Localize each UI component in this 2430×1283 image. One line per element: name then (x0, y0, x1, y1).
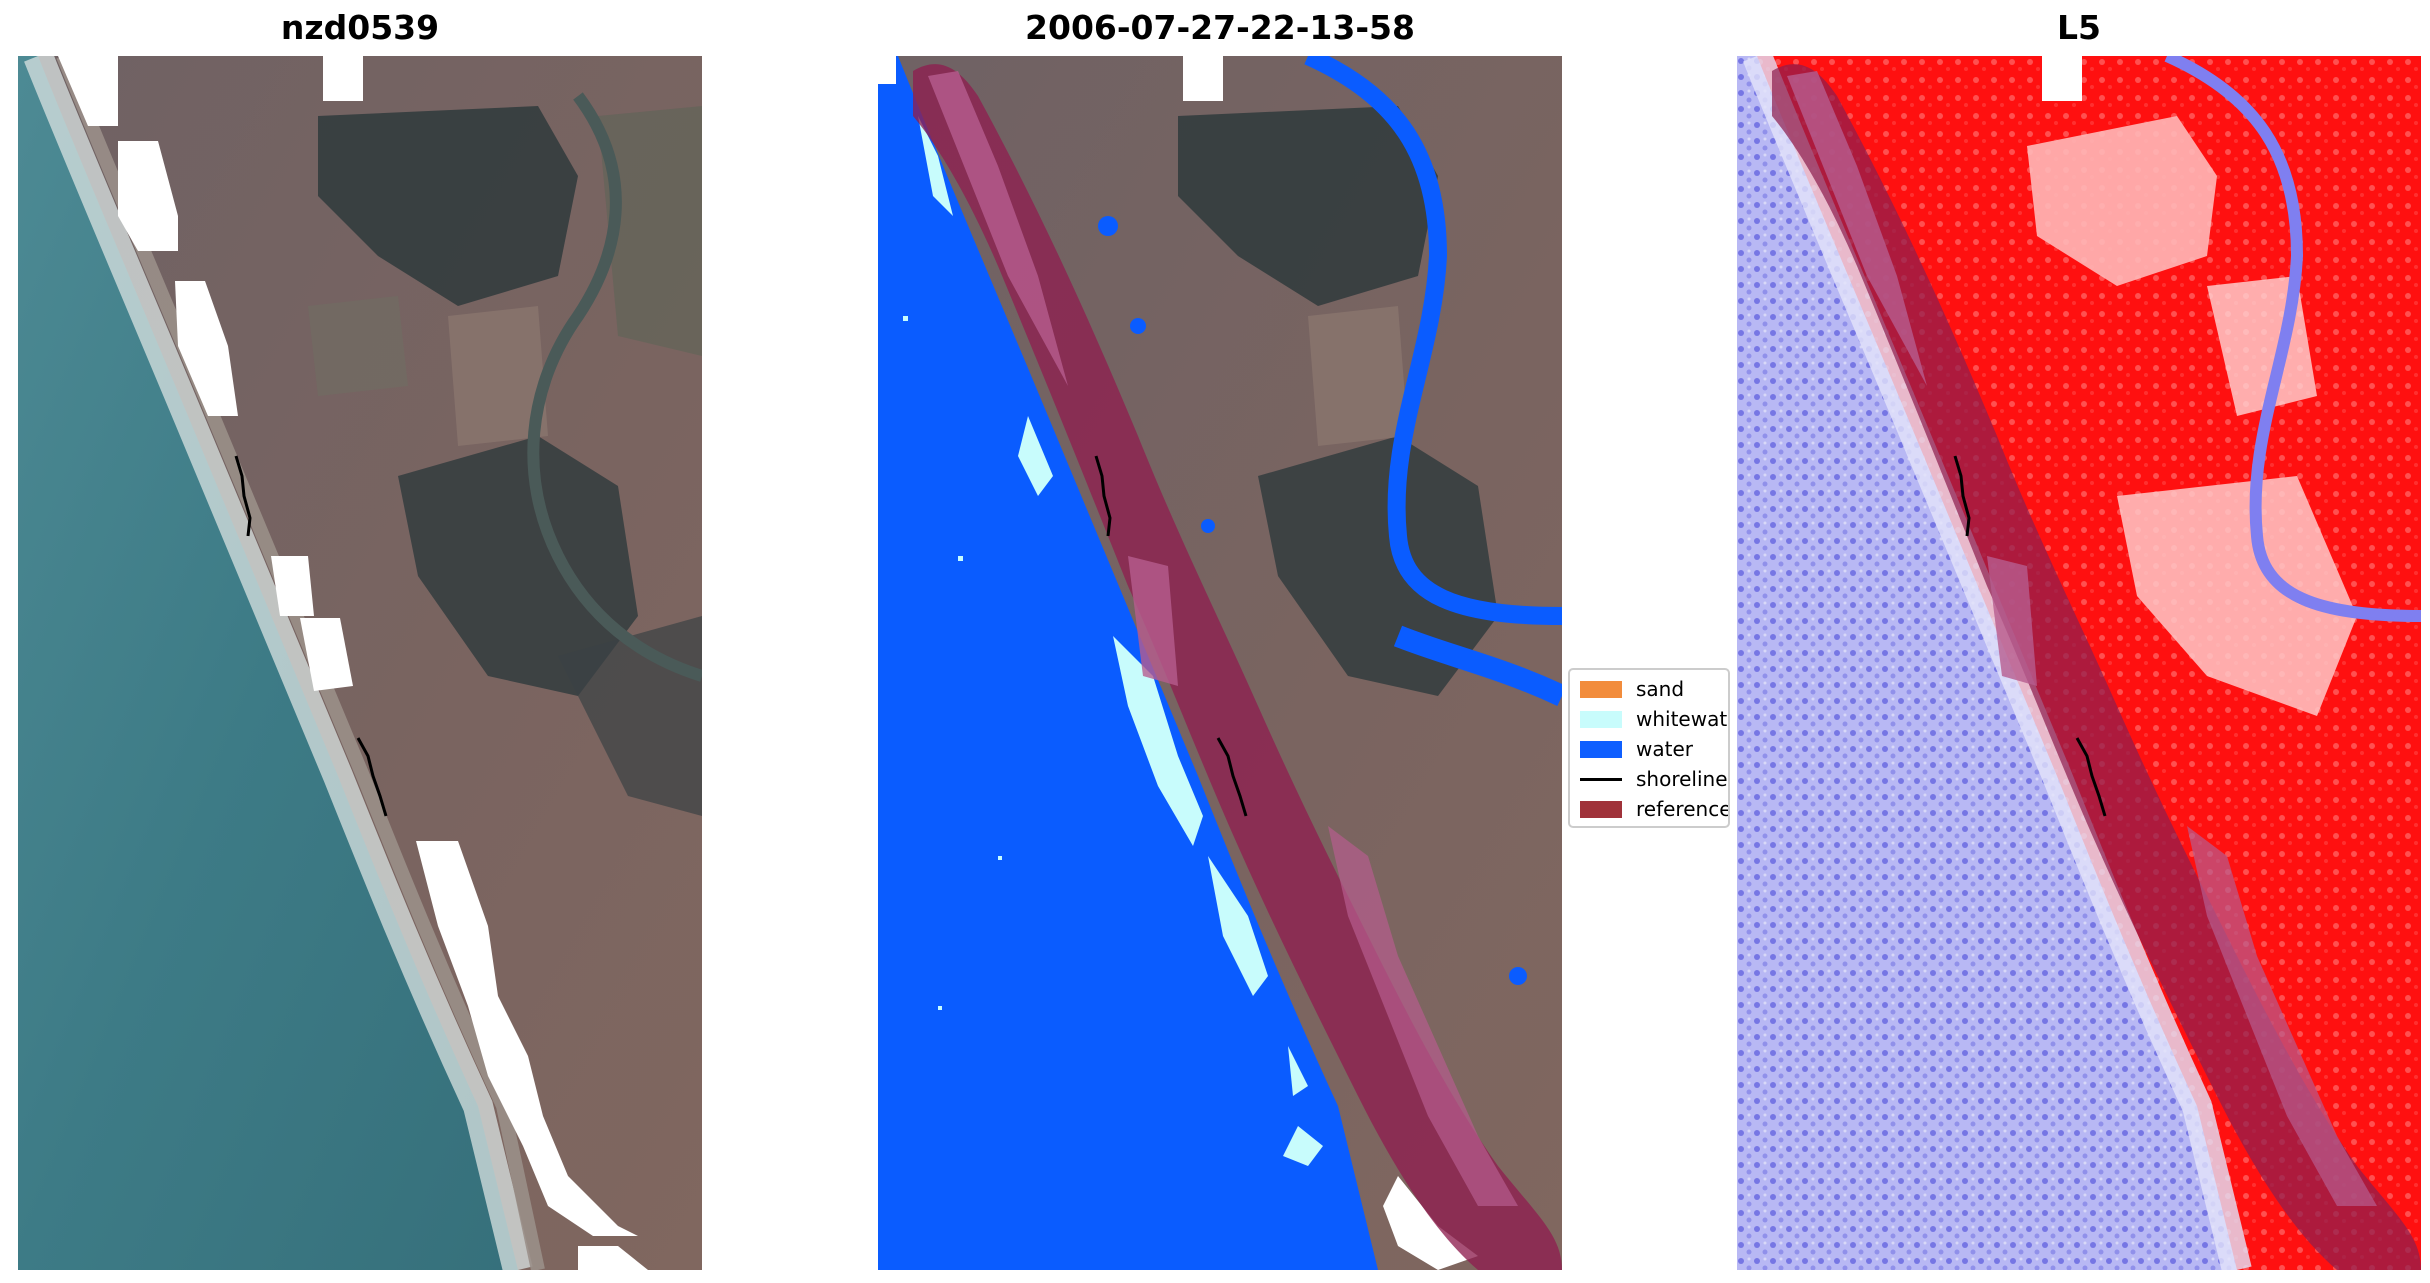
legend-label-water: water (1636, 737, 1693, 761)
land-index-pale (2027, 116, 2217, 286)
whitewater-class (998, 856, 1002, 860)
reference-buffer (913, 64, 1562, 1270)
shoreline-segment (234, 455, 252, 537)
river (527, 92, 702, 682)
whitewater-class (1288, 1046, 1308, 1096)
legend: sand whitewater water shoreline referenc… (1568, 668, 1730, 828)
whitewater-class (918, 116, 953, 216)
field-patch (598, 106, 702, 356)
cloud-mask (323, 56, 363, 101)
cloud-mask (271, 556, 314, 616)
whitewater-class (1018, 416, 1053, 496)
legend-label-reference-buffer: reference shoreline buffer (1636, 797, 1730, 821)
cloud-mask (58, 56, 118, 126)
forest-patch (318, 106, 578, 306)
land-index-pale (2117, 476, 2357, 716)
whitewater-class (1113, 636, 1203, 846)
legend-item-whitewater: whitewater (1580, 706, 1728, 732)
legend-swatch-reference-buffer (1580, 800, 1622, 818)
reference-buffer-highlight (1328, 826, 1518, 1206)
legend-swatch-whitewater (1580, 710, 1622, 728)
whitewater-class (958, 556, 963, 561)
legend-item-water: water (1580, 736, 1728, 762)
legend-item-reference-buffer: reference shoreline buffer (1580, 796, 1730, 822)
forest-patch (1178, 106, 1438, 306)
water-class-pond (1130, 318, 1146, 334)
cloud-mask (416, 841, 638, 1236)
whitewater-class (938, 1006, 942, 1010)
whitewater-class (1208, 856, 1268, 996)
forest-patch (398, 436, 638, 696)
cloud-mask (1183, 56, 1223, 101)
water-class-river (1393, 625, 1562, 706)
cloud-mask (578, 1246, 648, 1270)
reference-buffer-highlight (2187, 826, 2377, 1206)
river-index-negative (2164, 56, 2421, 622)
legend-item-shoreline: shoreline (1580, 766, 1728, 792)
legend-label-whitewater: whitewater (1636, 707, 1728, 731)
field-patch (1308, 306, 1408, 446)
legend-swatch-sand (1580, 680, 1622, 698)
surf-zone (24, 56, 533, 1270)
panel-title-classification: 2006-07-27-22-13-58 (1025, 8, 1415, 47)
whitewater-class (903, 316, 908, 321)
cloud-mask (2042, 56, 2082, 101)
shoreline-segment (356, 737, 388, 817)
ocean (18, 56, 518, 1270)
legend-label-sand: sand (1636, 677, 1685, 701)
legend-item-sand: sand (1580, 676, 1728, 702)
cloud-mask (300, 618, 353, 691)
legend-swatch-water (1580, 740, 1622, 758)
ocean-index-negative (1737, 56, 2237, 1270)
field-patch (448, 306, 548, 446)
shoreline-segment (2075, 737, 2107, 817)
field-patch (308, 296, 408, 396)
reference-buffer-highlight (1987, 556, 2037, 686)
index-map-panel (1737, 56, 2421, 1270)
cloud-mask (118, 141, 178, 251)
forest-patch (1258, 436, 1498, 696)
cloud-mask (175, 281, 238, 416)
legend-line-shoreline (1580, 777, 1622, 781)
water-class-pond (1509, 967, 1527, 985)
water-class-river (1304, 56, 1562, 625)
reference-buffer-highlight (1787, 71, 1927, 386)
water-class-pond (1201, 519, 1215, 533)
reference-buffer (1772, 64, 2421, 1270)
panel-title-index: L5 (2057, 8, 2101, 47)
reference-buffer-highlight (1128, 556, 1178, 686)
surf-index (1743, 56, 2252, 1270)
rgb-image-panel (18, 56, 702, 1270)
panel-title-rgb: nzd0539 (280, 8, 440, 47)
shoreline-segment (1953, 455, 1971, 537)
water-class-pond (1098, 216, 1118, 236)
shoreline-segment (1216, 737, 1248, 817)
legend-label-shoreline: shoreline (1636, 767, 1728, 791)
classification-panel (878, 56, 1562, 1270)
cloud-mask (878, 56, 896, 84)
shoreline-segment (1094, 455, 1112, 537)
reference-buffer-highlight (928, 71, 1068, 386)
whitewater-class (1283, 1126, 1323, 1166)
